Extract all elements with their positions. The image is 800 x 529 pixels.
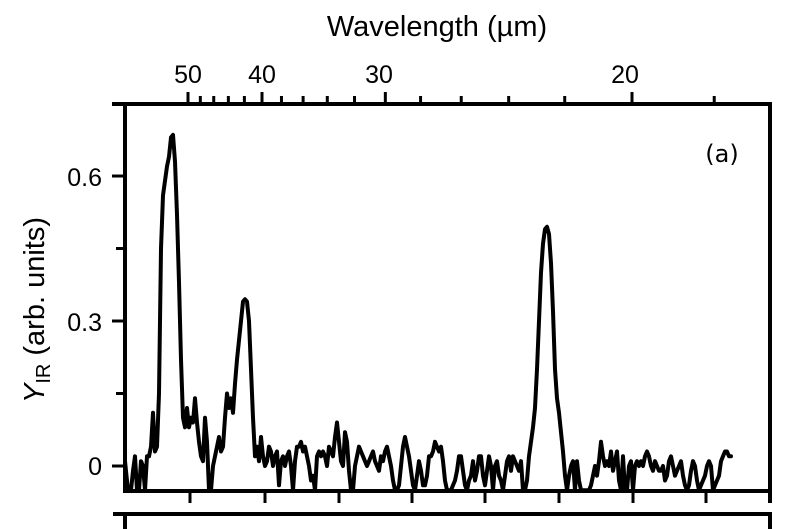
top-tick-label-50: 50 (174, 61, 202, 89)
y-tick-label-0.6: 0.6 (67, 164, 102, 192)
y-axis-label-main: Y (19, 381, 51, 403)
panel-label: (a) (705, 140, 738, 168)
y-tick-label-0.3: 0.3 (67, 309, 102, 337)
y-tick-label-0: 0 (88, 453, 102, 481)
y-axis-ticks (112, 174, 125, 468)
data-line-yir (125, 132, 733, 491)
lower-panel-frame (113, 512, 772, 529)
y-axis-label: YIR (arb. units) (19, 217, 55, 403)
y-axis-label-rest: (arb. units) (19, 217, 51, 364)
top-tick-label-20: 20 (611, 61, 639, 89)
top-tick-label-30: 30 (365, 61, 393, 89)
top-tick-label-40: 40 (248, 61, 276, 89)
top-axis-ticks (186, 92, 716, 104)
bottom-axis-ticks (188, 491, 708, 503)
y-axis-label-sub: IR (33, 364, 55, 384)
top-axis-title: Wavelength (µm) (327, 11, 547, 43)
plot-frame (112, 102, 772, 503)
